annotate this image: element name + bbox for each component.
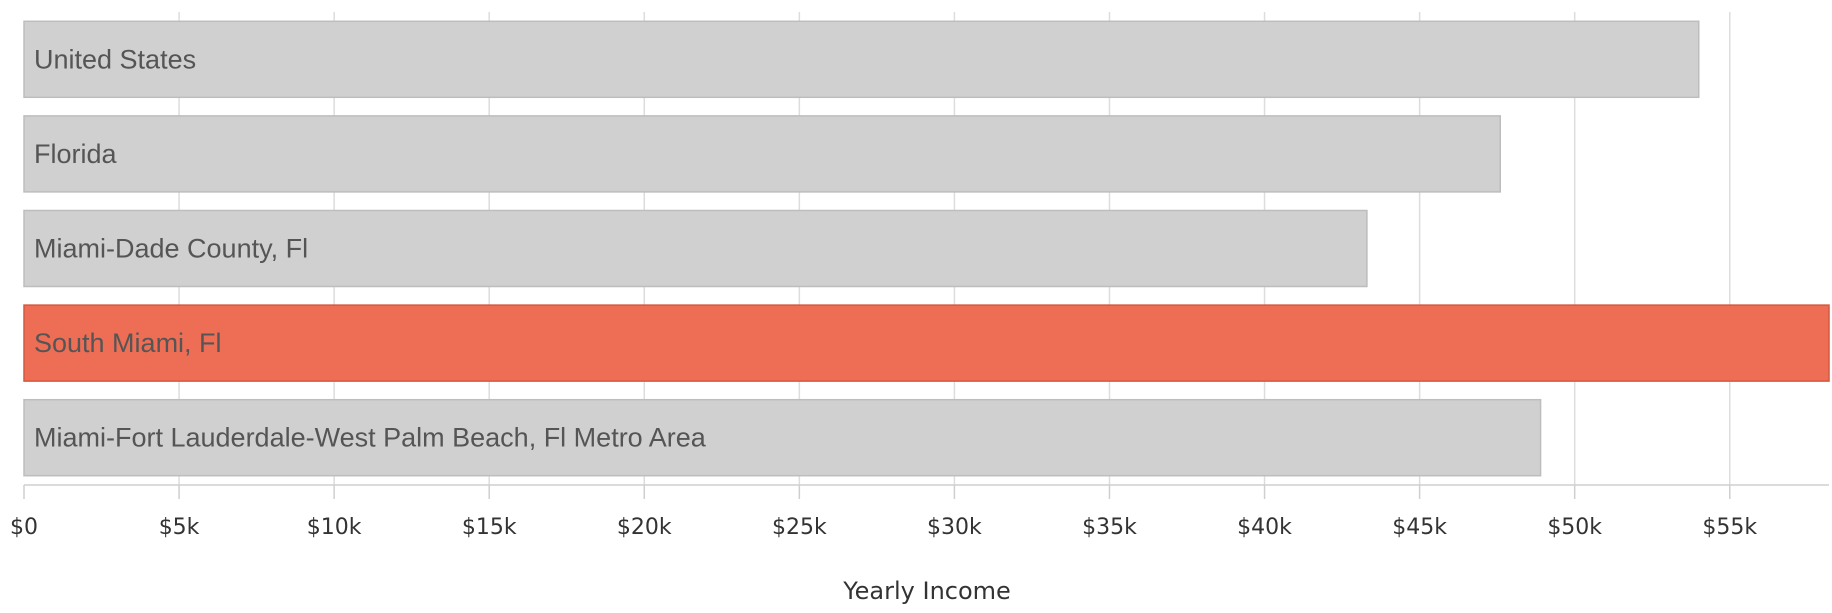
x-tick-label: $0: [10, 515, 38, 540]
bar[interactable]: [23, 398, 1542, 477]
x-tick-label: $35k: [1082, 515, 1137, 540]
bar-labels: United States Florida Miami-Dade County, F…: [34, 44, 707, 452]
bar-label: South Miami, Fl: [34, 328, 222, 358]
x-axis-title: Yearly Income: [842, 577, 1011, 605]
bar-label: Miami-Fort Lauderdale-West Palm Beach, F…: [34, 423, 707, 453]
x-tick-label: $15k: [462, 515, 517, 540]
x-tick-label: $30k: [927, 515, 982, 540]
bar[interactable]: [23, 209, 1368, 288]
bars: [23, 20, 1830, 477]
x-tick-label: $50k: [1547, 515, 1602, 540]
x-tick-label: $25k: [772, 515, 827, 540]
x-tick-label: $40k: [1237, 515, 1292, 540]
bar-label: Florida: [34, 139, 118, 169]
bar-label: United States: [34, 44, 196, 74]
x-tick-label: $45k: [1392, 515, 1447, 540]
bar-label: Miami-Dade County, Fl: [34, 234, 308, 264]
x-tick-label: $10k: [307, 515, 362, 540]
bar[interactable]: [23, 304, 1830, 382]
bar[interactable]: [23, 115, 1502, 193]
x-tick-label: $20k: [617, 515, 672, 540]
x-axis: $0 $5k $10k $15k $20k $25k $30k $35k $40k $45k $50…: [10, 484, 1829, 540]
x-tick-label: $55k: [1702, 515, 1757, 540]
bar[interactable]: [23, 20, 1700, 99]
x-tick-label: $5k: [159, 515, 200, 540]
